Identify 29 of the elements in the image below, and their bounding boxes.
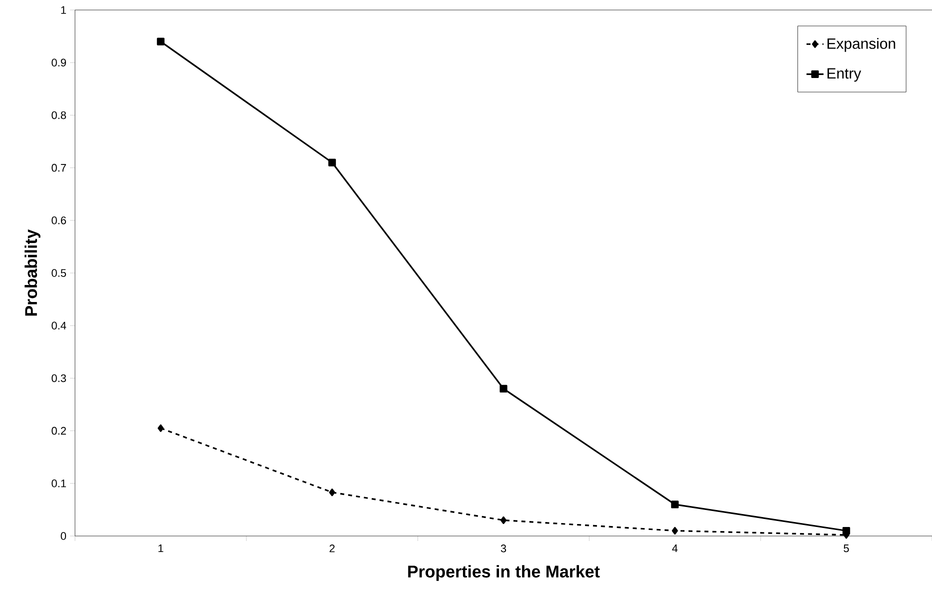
point — [158, 424, 164, 432]
y-tick-label: 0.3 — [52, 374, 66, 382]
x-tick-label: 1 — [158, 544, 164, 552]
y-tick-label: 0.8 — [52, 111, 66, 120]
y-axis-title: Probability — [24, 229, 40, 316]
point — [500, 516, 507, 524]
y-tick-label: 0.2 — [52, 426, 66, 435]
x-tick-label: 5 — [844, 544, 849, 552]
point — [500, 384, 508, 393]
x-axis-title: Properties in the Market — [408, 565, 600, 581]
x-tick-label: 4 — [672, 544, 678, 552]
point — [842, 526, 850, 535]
y-tick-label: 0.1 — [52, 480, 66, 488]
point — [329, 488, 336, 496]
y-tick-label: 0 — [60, 532, 66, 540]
x-tick-label: 2 — [330, 544, 335, 552]
x-tick-label: 3 — [500, 544, 506, 552]
point — [328, 158, 336, 166]
y-tick-label: 0.7 — [52, 164, 66, 172]
legend-label: Expansion — [828, 38, 896, 52]
y-tick-label: 0.6 — [52, 216, 66, 224]
legend-label: Entry — [828, 68, 862, 82]
y-tick-label: 0.9 — [52, 58, 66, 66]
point — [156, 38, 164, 46]
y-tick-label: 0.5 — [52, 269, 66, 277]
y-tick-label: 0.4 — [52, 322, 66, 330]
point — [671, 500, 679, 508]
point — [672, 526, 678, 535]
y-tick-label: 1 — [61, 6, 66, 14]
